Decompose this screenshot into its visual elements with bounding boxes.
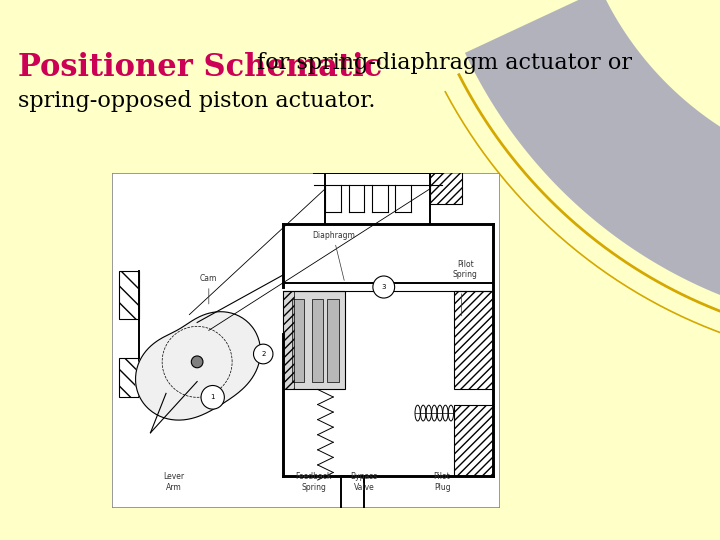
Circle shape bbox=[253, 344, 273, 364]
Text: Positioner Schematic: Positioner Schematic bbox=[18, 52, 382, 83]
Circle shape bbox=[192, 356, 203, 368]
Bar bbox=[431, 161, 462, 204]
Text: spring-opposed piston actuator.: spring-opposed piston actuator. bbox=[18, 90, 376, 112]
Circle shape bbox=[339, 517, 366, 540]
Text: Cam: Cam bbox=[200, 274, 217, 304]
Bar bbox=[120, 358, 139, 397]
Text: Bypass
Valve: Bypass Valve bbox=[351, 472, 378, 492]
Text: 1: 1 bbox=[210, 394, 215, 400]
Text: Feedback
Spring: Feedback Spring bbox=[296, 472, 332, 492]
Circle shape bbox=[201, 386, 225, 409]
Text: Diaphragm: Diaphragm bbox=[312, 231, 355, 280]
Bar bbox=[328, 299, 339, 382]
Bar bbox=[283, 291, 294, 389]
Text: for spring-diaphragm actuator or: for spring-diaphragm actuator or bbox=[250, 52, 632, 74]
Text: Pilot
Spring: Pilot Spring bbox=[453, 260, 478, 279]
Circle shape bbox=[373, 276, 395, 298]
Polygon shape bbox=[465, 0, 720, 330]
Text: Pilot
Plug: Pilot Plug bbox=[433, 472, 451, 492]
Text: 3: 3 bbox=[382, 284, 386, 290]
Bar bbox=[454, 405, 492, 476]
Text: 2: 2 bbox=[261, 351, 266, 357]
Text: Lever
Arm: Lever Arm bbox=[163, 472, 184, 492]
Polygon shape bbox=[135, 312, 261, 420]
Bar bbox=[312, 299, 323, 382]
FancyBboxPatch shape bbox=[112, 173, 500, 508]
Bar bbox=[292, 299, 304, 382]
Bar bbox=[454, 291, 492, 389]
Bar bbox=[120, 271, 139, 319]
Bar bbox=[283, 291, 345, 389]
